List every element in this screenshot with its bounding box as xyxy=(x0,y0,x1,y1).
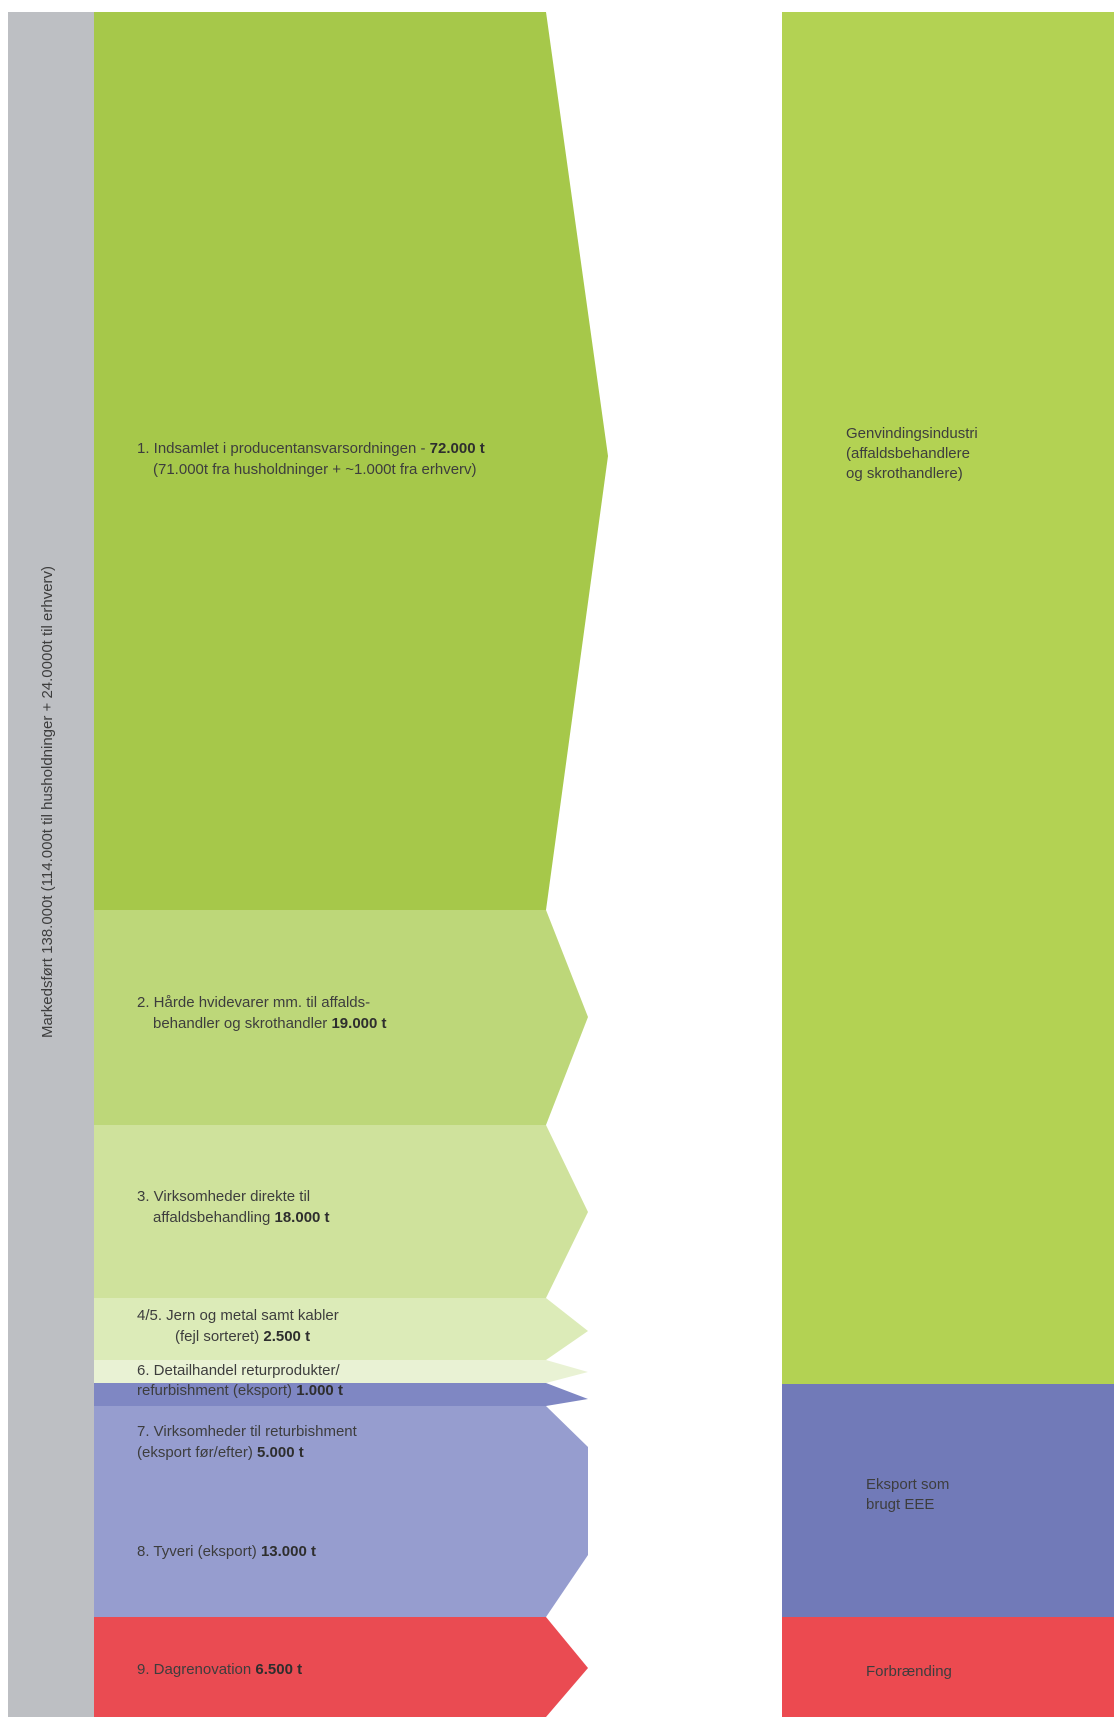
destination-label-export: Eksport som brugt EEE xyxy=(866,1475,949,1515)
flow-1-value: 72.000 t xyxy=(429,440,485,457)
flow-6-line1: 6. Detailhandel returprodukter/ xyxy=(137,1362,340,1379)
flow-label-7: 7. Virksomheder til returbishment (ekspo… xyxy=(137,1421,357,1463)
source-bar xyxy=(8,12,94,1717)
destination-export-line1: Eksport som xyxy=(866,1476,950,1493)
destination-recycling-line3: og skrothandlere) xyxy=(846,465,963,482)
destination-recycling-line2: (affaldsbehandlere xyxy=(846,445,970,462)
destination-export-line2: brugt EEE xyxy=(866,1496,935,1513)
flow-arrow-1 xyxy=(94,12,608,910)
destination-recycling-bar xyxy=(782,12,1114,1384)
destination-incineration-bar xyxy=(782,1617,1114,1717)
flow-3-value: 18.000 t xyxy=(274,1209,330,1226)
flow-4-5-line2: (fejl sorteret) xyxy=(175,1328,264,1345)
flow-label-8: 8. Tyveri (eksport) 13.000 t xyxy=(137,1541,316,1562)
destination-label-incineration: Forbrænding xyxy=(866,1662,952,1682)
flow-7-value: 5.000 t xyxy=(257,1444,304,1461)
flow-3-line1: 3. Virksomheder direkte til xyxy=(137,1188,311,1205)
flow-2-line2-wrap: behandler og skrothandler 19.000 t xyxy=(137,1013,387,1034)
flow-label-9: 9. Dagrenovation 6.500 t xyxy=(137,1659,302,1680)
flow-4-5-line1: 4/5. Jern og metal samt kabler xyxy=(137,1307,339,1324)
flow-6-line2-wrap: refurbishment (eksport) 1.000 t xyxy=(137,1381,343,1401)
destination-export-bar xyxy=(782,1384,1114,1617)
flow-2-value: 19.000 t xyxy=(331,1015,387,1032)
flow-7-line1: 7. Virksomheder til returbishment xyxy=(137,1423,357,1440)
flow-4-5-line2-wrap: (fejl sorteret) 2.500 t xyxy=(137,1326,339,1347)
flow-6-line2: refurbishment (eksport) xyxy=(137,1382,297,1399)
flow-label-3: 3. Virksomheder direkte til affaldsbehan… xyxy=(137,1186,330,1228)
flow-3-line2-wrap: affaldsbehandling 18.000 t xyxy=(137,1207,330,1228)
flow-1-line1: 1. Indsamlet i producentansvarsordningen… xyxy=(137,440,430,457)
flow-2-line2: behandler og skrothandler xyxy=(153,1015,332,1032)
flow-arrow-6 xyxy=(94,1360,588,1383)
flow-label-4-5: 4/5. Jern og metal samt kabler (fejl sor… xyxy=(137,1305,339,1347)
flow-arrow-3 xyxy=(94,1125,588,1298)
flow-3-line2: affaldsbehandling xyxy=(153,1209,275,1226)
flow-6-value: 1.000 t xyxy=(296,1382,343,1399)
flow-4-5-value: 2.500 t xyxy=(263,1328,311,1345)
flow-9-value: 6.500 t xyxy=(255,1661,303,1678)
flow-label-6: 6. Detailhandel returprodukter/ refurbis… xyxy=(137,1361,343,1401)
flow-2-line1: 2. Hårde hvidevarer mm. til affalds- xyxy=(137,994,371,1011)
flow-7-line2: (eksport før/efter) xyxy=(137,1444,258,1461)
flow-arrow-8 xyxy=(94,1406,588,1617)
flow-1-line2: (71.000t fra husholdninger + ~1.000t fra… xyxy=(153,461,477,478)
destination-recycling-line1: Genvindingsindustri xyxy=(846,425,978,442)
flow-7-line2-wrap: (eksport før/efter) 5.000 t xyxy=(137,1442,357,1463)
flow-arrow-9 xyxy=(94,1617,588,1717)
flow-label-1: 1. Indsamlet i producentansvarsordningen… xyxy=(137,438,485,480)
flow-arrow-2 xyxy=(94,910,588,1125)
market-total-label: Markedsført 138.000t (114.000t til husho… xyxy=(39,565,56,1039)
flow-8-value: 13.000 t xyxy=(260,1543,316,1560)
flow-label-2: 2. Hårde hvidevarer mm. til affalds- beh… xyxy=(137,992,387,1034)
destination-incineration-line1: Forbrænding xyxy=(866,1663,952,1680)
flow-8-line1: 8. Tyveri (eksport) xyxy=(137,1543,261,1560)
destination-label-recycling: Genvindingsindustri (affaldsbehandlere o… xyxy=(846,424,978,484)
flow-9-line1: 9. Dagrenovation xyxy=(137,1661,256,1678)
flow-arrow-4-5 xyxy=(94,1298,588,1360)
